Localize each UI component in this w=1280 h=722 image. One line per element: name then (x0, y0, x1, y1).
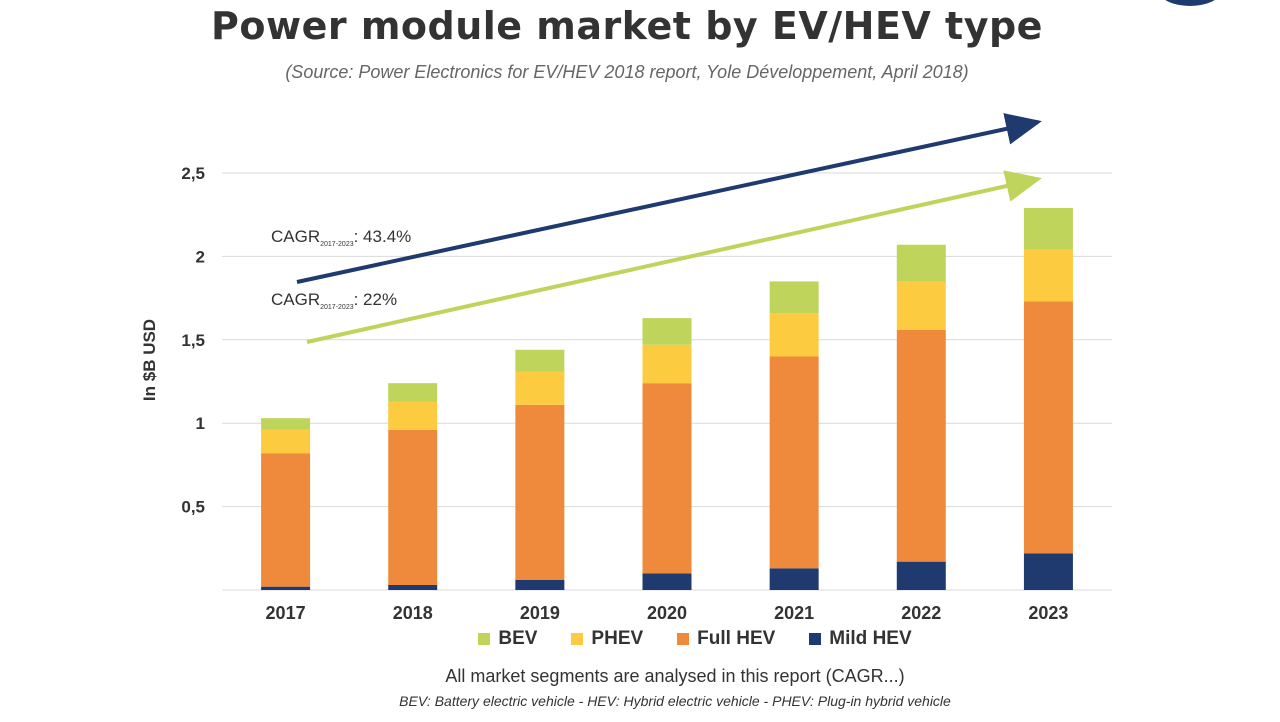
chart-source: (Source: Power Electronics for EV/HEV 20… (285, 62, 969, 82)
trend-arrow-light (306, 170, 1042, 344)
bar-segment-full-hev (642, 383, 692, 574)
bar-segment-mild-hev (769, 568, 819, 590)
legend-item-phev: PHEV (571, 628, 643, 650)
x-tick-label: 2017 (266, 603, 306, 623)
bar-segment-full-hev (769, 356, 819, 569)
bar-segment-mild-hev (896, 561, 946, 590)
bar-segment-bev (896, 244, 946, 282)
bar-segment-phev (769, 313, 819, 357)
legend-label-phev: PHEV (591, 628, 644, 649)
x-tick-label: 2023 (1028, 603, 1068, 623)
y-tick-label: 1,5 (181, 331, 205, 350)
y-tick-label: 1 (196, 414, 205, 433)
x-tick-label: 2021 (774, 603, 814, 623)
bar-segment-mild-hev (515, 579, 565, 590)
bar-segment-phev (896, 281, 946, 330)
footnote-definitions: BEV: Battery electric vehicle - HEV: Hyb… (399, 693, 951, 709)
bar-segment-phev (261, 429, 311, 454)
legend-item-full-hev: Full HEV (677, 628, 775, 650)
bar-segment-bev (642, 318, 692, 345)
bar-segment-mild-hev (1023, 553, 1073, 590)
legend-swatch-mild-hev (809, 633, 822, 645)
bar-segment-full-hev (896, 329, 946, 562)
bar-segment-full-hev (261, 453, 311, 587)
bar-segment-phev (1023, 249, 1073, 302)
legend-label-bev: BEV (498, 628, 538, 649)
bar-segment-full-hev (1023, 301, 1073, 554)
y-axis-label: In $B USD (140, 318, 159, 402)
legend-swatch-bev (478, 633, 491, 645)
legend-item-mild-hev: Mild HEV (809, 628, 912, 650)
legend-label-full-hev: Full HEV (697, 628, 776, 649)
bar-segment-full-hev (388, 429, 438, 585)
bar-segment-mild-hev (642, 573, 692, 590)
footnote: All market segments are analysed in this… (445, 666, 905, 686)
bar-segment-bev (769, 281, 819, 314)
chart-title: Power module market by EV/HEV type (211, 4, 1043, 48)
cagr-label-dark: CAGR2017-2023: 43.4% (271, 227, 411, 248)
x-tick-label: 2018 (393, 603, 433, 623)
corner-logo (1160, 0, 1220, 6)
bar-segment-bev (515, 349, 565, 372)
legend-swatch-phev (571, 633, 584, 645)
y-tick-label: 0,5 (181, 498, 205, 517)
y-tick-label: 2 (196, 247, 205, 266)
bar-segment-mild-hev (388, 584, 438, 590)
legend-item-bev: BEV (478, 628, 537, 650)
cagr-label-light: CAGR2017-2023: 22% (271, 290, 397, 311)
bar-segment-bev (261, 418, 311, 430)
y-tick-label: 2,5 (181, 164, 205, 183)
x-tick-label: 2019 (520, 603, 560, 623)
bar-segment-mild-hev (261, 586, 311, 590)
legend-swatch-full-hev (677, 633, 690, 645)
bar-segment-phev (642, 344, 692, 384)
bar-segment-bev (388, 383, 438, 402)
bar-segment-bev (1023, 208, 1073, 250)
bar-segment-full-hev (515, 404, 565, 580)
legend-label-mild-hev: Mild HEV (829, 628, 912, 649)
x-tick-label: 2020 (647, 603, 687, 623)
x-tick-label: 2022 (901, 603, 941, 623)
legend: BEV PHEV Full HEV Mild HEV (0, 628, 1280, 650)
bar-segment-phev (515, 371, 565, 405)
bar-segment-phev (388, 401, 438, 430)
trend-arrow-dark (296, 113, 1042, 284)
